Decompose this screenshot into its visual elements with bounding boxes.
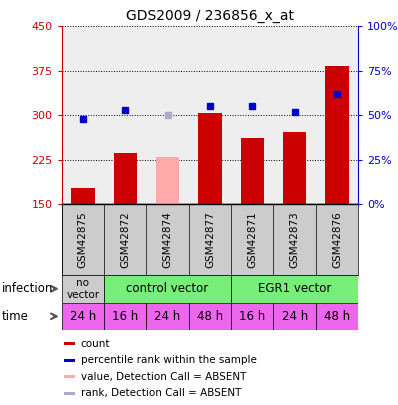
Text: infection: infection (2, 282, 53, 295)
Bar (64, 392, 75, 394)
Bar (62, 303, 104, 330)
Text: rank, Detection Call = ABSENT: rank, Detection Call = ABSENT (81, 388, 241, 398)
Text: no
vector: no vector (66, 278, 100, 300)
Bar (104, 275, 231, 303)
Text: 48 h: 48 h (324, 310, 350, 323)
Bar (71, 188, 94, 204)
Bar (104, 303, 146, 330)
Bar (241, 138, 264, 204)
Bar (273, 303, 316, 330)
Bar (198, 113, 222, 204)
Text: control vector: control vector (127, 282, 209, 295)
Text: GSM42872: GSM42872 (120, 211, 130, 268)
Title: GDS2009 / 236856_x_at: GDS2009 / 236856_x_at (126, 9, 294, 23)
Bar (326, 66, 349, 204)
Text: GSM42877: GSM42877 (205, 211, 215, 268)
Bar (231, 303, 273, 330)
Bar (64, 375, 75, 378)
Text: 24 h: 24 h (70, 310, 96, 323)
Bar (113, 153, 137, 204)
Bar (146, 303, 189, 330)
Text: 24 h: 24 h (281, 310, 308, 323)
Text: GSM42873: GSM42873 (290, 211, 300, 268)
Text: 16 h: 16 h (239, 310, 265, 323)
Bar (156, 157, 179, 204)
Text: GSM42876: GSM42876 (332, 211, 342, 268)
Text: time: time (2, 310, 29, 323)
Text: EGR1 vector: EGR1 vector (258, 282, 332, 295)
Text: GSM42874: GSM42874 (163, 211, 173, 268)
Bar (231, 275, 358, 303)
Bar (62, 275, 104, 303)
Bar (64, 342, 75, 345)
Bar (64, 358, 75, 362)
Text: 24 h: 24 h (154, 310, 181, 323)
Text: count: count (81, 339, 110, 349)
Bar (316, 303, 358, 330)
Bar (283, 132, 306, 204)
Text: GSM42875: GSM42875 (78, 211, 88, 268)
Bar (189, 303, 231, 330)
Text: GSM42871: GSM42871 (247, 211, 257, 268)
Text: percentile rank within the sample: percentile rank within the sample (81, 355, 257, 365)
Text: 48 h: 48 h (197, 310, 223, 323)
Text: 16 h: 16 h (112, 310, 139, 323)
Text: value, Detection Call = ABSENT: value, Detection Call = ABSENT (81, 371, 246, 382)
